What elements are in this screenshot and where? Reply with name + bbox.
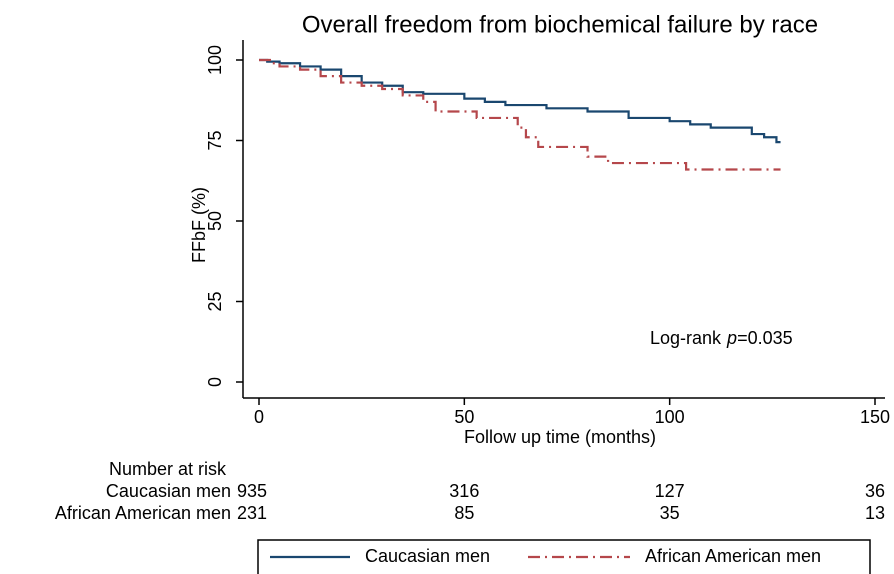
risk-count: 935 bbox=[237, 481, 267, 501]
survival-curve bbox=[259, 58, 781, 144]
risk-count: 36 bbox=[865, 481, 885, 501]
risk-count: 127 bbox=[655, 481, 685, 501]
chart-title: Overall freedom from biochemical failure… bbox=[302, 11, 818, 38]
y-tick-label: 25 bbox=[205, 291, 225, 311]
survival-curve bbox=[259, 58, 781, 171]
y-tick-label: 75 bbox=[205, 130, 225, 150]
risk-count: 35 bbox=[660, 503, 680, 523]
x-axis-label: Follow up time (months) bbox=[464, 427, 656, 447]
risk-row-label: Caucasian men bbox=[106, 481, 231, 501]
x-tick-label: 100 bbox=[655, 407, 685, 427]
y-axis-label: FFbF (%) bbox=[189, 187, 209, 263]
legend-label: Caucasian men bbox=[365, 546, 490, 566]
y-tick-label: 100 bbox=[205, 45, 225, 75]
risk-count: 13 bbox=[865, 503, 885, 523]
annotation: Log-rank p=0.035 bbox=[650, 328, 793, 348]
risk-count: 85 bbox=[454, 503, 474, 523]
x-tick-label: 0 bbox=[254, 407, 264, 427]
risk-table-title: Number at risk bbox=[109, 459, 227, 479]
y-tick-label: 50 bbox=[205, 211, 225, 231]
risk-count: 316 bbox=[449, 481, 479, 501]
x-tick-label: 150 bbox=[860, 407, 890, 427]
legend-label: African American men bbox=[645, 546, 821, 566]
y-tick-label: 0 bbox=[205, 377, 225, 387]
risk-row-label: African American men bbox=[55, 503, 231, 523]
x-tick-label: 50 bbox=[454, 407, 474, 427]
legend-box bbox=[257, 539, 871, 574]
risk-count: 231 bbox=[237, 503, 267, 523]
